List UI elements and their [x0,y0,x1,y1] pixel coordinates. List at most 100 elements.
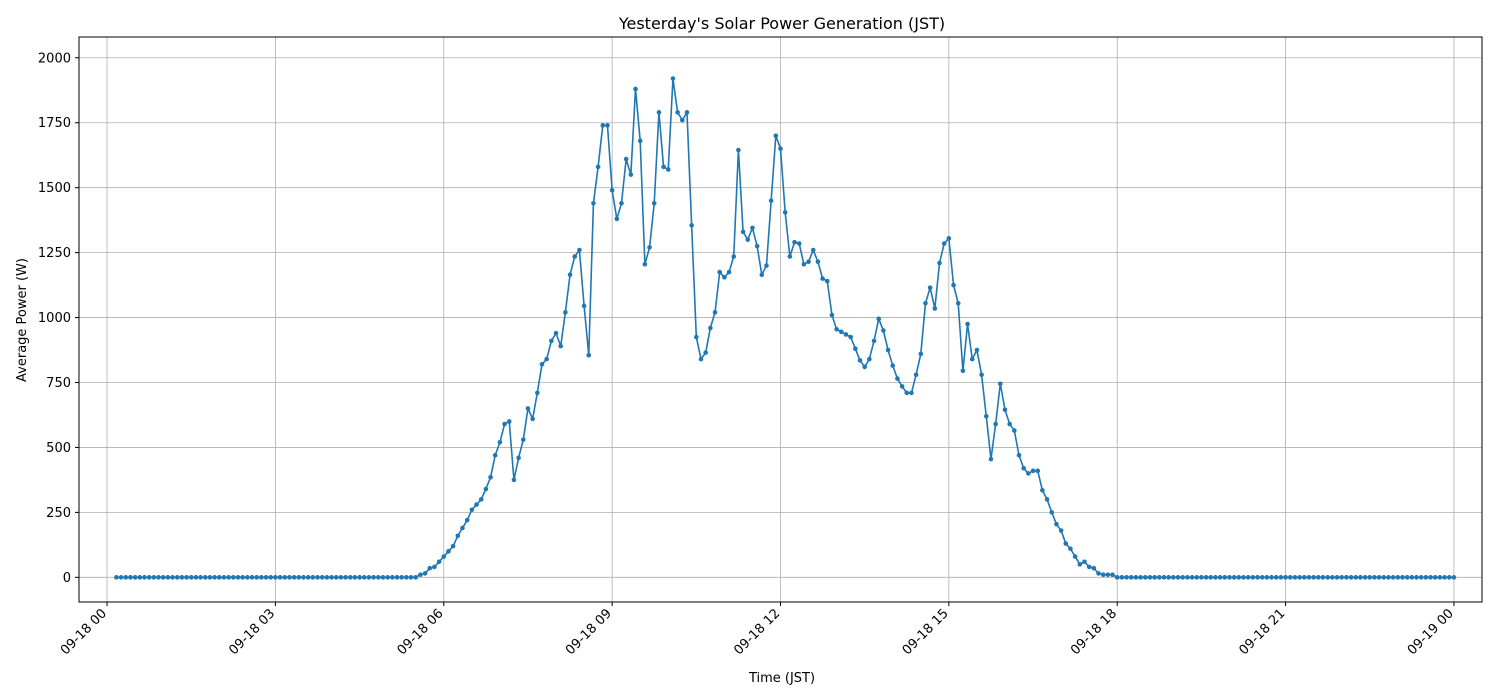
data-point [408,575,414,580]
data-point [1428,575,1433,580]
data-point [305,575,311,580]
data-point [1231,575,1237,580]
data-point [885,347,891,353]
data-point [848,334,853,340]
data-point [245,575,250,580]
data-point [1301,575,1307,580]
data-point [937,260,942,266]
data-point [867,356,872,362]
data-point [1320,575,1326,580]
data-point [1339,575,1344,580]
data-point [1147,575,1153,580]
data-point [118,575,124,580]
data-point [436,559,442,565]
data-point [1110,572,1115,578]
data-point [567,272,573,277]
data-point [824,278,830,284]
data-point [1021,465,1026,471]
data-point [759,272,765,277]
data-point [637,138,643,144]
data-point [455,533,461,539]
data-point [553,330,559,336]
data-point [1437,575,1443,580]
data-point [1026,471,1031,476]
data-point [1446,575,1452,580]
data-point [1171,575,1176,580]
data-point [694,334,699,340]
data-point [778,146,783,151]
data-point [1194,575,1200,580]
data-point [581,303,587,309]
data-point [1400,575,1405,580]
data-point [955,300,961,306]
data-point [1166,575,1171,580]
data-point [315,575,320,580]
data-point [549,338,554,344]
data-point [114,575,119,580]
data-point [217,575,222,580]
data-point [1395,575,1401,580]
data-point [441,554,447,559]
data-point [1325,575,1330,580]
data-point [722,274,727,280]
data-point [1376,575,1382,580]
data-point [974,347,980,353]
data-point [474,502,479,507]
data-point [1208,575,1214,580]
data-point [969,356,975,362]
data-point [1353,575,1359,580]
data-point [399,575,404,580]
data-point [1292,575,1298,580]
data-point [754,243,760,249]
data-point [1124,575,1129,580]
data-point [464,517,470,523]
data-point [591,200,596,206]
data-point [282,575,288,580]
data-point [413,575,419,580]
data-point [1358,575,1363,580]
data-point [193,575,199,580]
data-point [1241,575,1246,580]
data-point [1255,575,1260,580]
data-point [1245,575,1251,580]
data-point [516,455,521,461]
data-point [918,351,924,357]
data-point [661,164,666,170]
data-point [1058,528,1064,533]
data-point [184,575,189,580]
data-point [1409,575,1415,580]
data-point [1152,575,1157,580]
data-point [273,575,278,580]
y-axis-ticks: 0 250 500 750 1000 1250 1500 1750 2000 [38,51,79,586]
y-tick-label: 0 [63,571,71,586]
data-point [1185,575,1190,580]
data-point [1287,575,1293,580]
data-point [960,368,966,374]
data-point [1227,575,1232,580]
data-point [679,117,685,123]
data-point [1133,575,1139,580]
data-point [614,216,620,222]
data-point [670,76,676,81]
data-point [913,372,919,378]
data-point [740,229,746,235]
data-point [188,575,194,580]
data-point [806,259,811,265]
data-point [923,300,928,306]
data-point [179,575,185,580]
data-point [712,310,718,315]
data-point [1114,575,1120,580]
y-tick-label: 2000 [38,51,71,66]
data-point [1063,541,1069,546]
y-tick-label: 1500 [38,181,71,196]
data-point [488,475,493,480]
data-point [792,239,797,245]
data-point [226,575,231,580]
data-point [731,254,737,259]
data-point [1030,468,1036,474]
data-point [478,497,484,502]
data-point [834,326,839,332]
data-point [1161,575,1167,580]
data-point [932,306,938,311]
data-point [839,329,844,335]
